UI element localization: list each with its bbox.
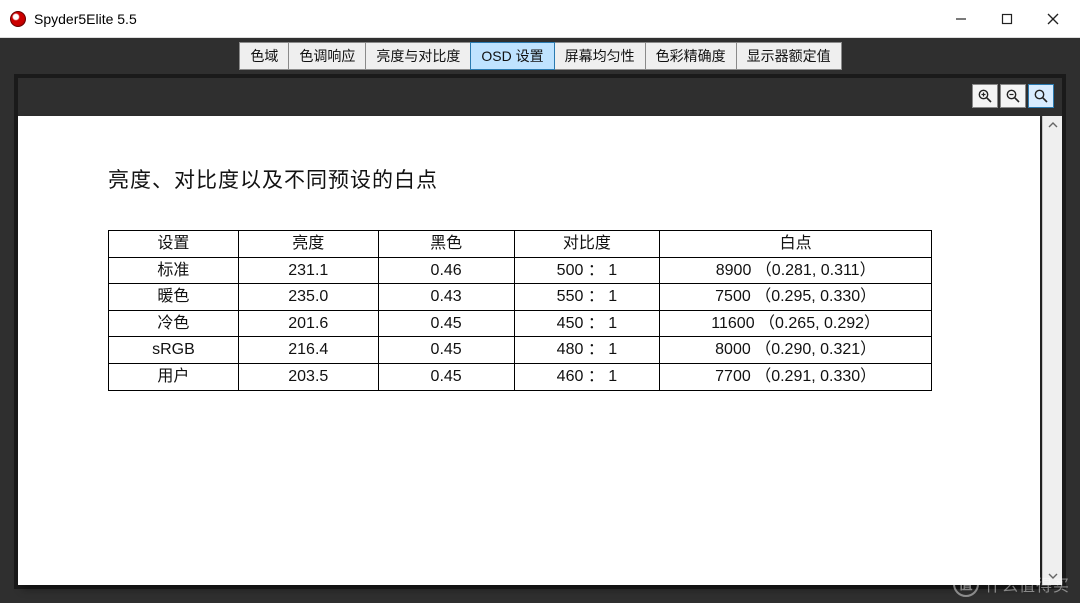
table-cell: 11600 （0.265, 0.292）	[660, 310, 932, 337]
vertical-scrollbar[interactable]	[1042, 116, 1062, 585]
table-cell: 7500 （0.295, 0.330）	[660, 284, 932, 311]
table-cell: 0.43	[378, 284, 514, 311]
close-button[interactable]	[1030, 1, 1076, 37]
table-cell: 标准	[109, 257, 239, 284]
table-cell: 8000 （0.290, 0.321）	[660, 337, 932, 364]
table-header: 白点	[660, 231, 932, 258]
report-page: 亮度、对比度以及不同预设的白点 设置亮度黑色对比度白点 标准231.10.465…	[18, 116, 1040, 585]
table-cell: 冷色	[109, 310, 239, 337]
table-cell: 550 ： 1	[514, 284, 660, 311]
zoom-in-button[interactable]	[972, 84, 998, 108]
app-icon	[10, 11, 26, 27]
tab-2[interactable]: 亮度与对比度	[365, 42, 471, 70]
report-title: 亮度、对比度以及不同预设的白点	[108, 164, 950, 194]
table-cell: 0.45	[378, 337, 514, 364]
table-cell: 203.5	[238, 363, 378, 390]
table-cell: 216.4	[238, 337, 378, 364]
table-cell: 201.6	[238, 310, 378, 337]
whitepoint-table: 设置亮度黑色对比度白点 标准231.10.46500 ： 18900 （0.28…	[108, 230, 932, 391]
tab-5[interactable]: 色彩精确度	[645, 42, 737, 70]
scroll-up-icon[interactable]	[1043, 116, 1062, 134]
table-cell: 0.46	[378, 257, 514, 284]
maximize-button[interactable]	[984, 1, 1030, 37]
table-cell: 0.45	[378, 363, 514, 390]
table-cell: 7700 （0.291, 0.330）	[660, 363, 932, 390]
table-header: 设置	[109, 231, 239, 258]
table-row: 标准231.10.46500 ： 18900 （0.281, 0.311）	[109, 257, 932, 284]
tab-strip: 色域色调响应亮度与对比度OSD 设置屏幕均匀性色彩精确度显示器额定值	[0, 38, 1080, 70]
table-row: 暖色235.00.43550 ： 17500 （0.295, 0.330）	[109, 284, 932, 311]
zoom-out-button[interactable]	[1000, 84, 1026, 108]
table-header: 黑色	[378, 231, 514, 258]
table-cell: 用户	[109, 363, 239, 390]
table-cell: 235.0	[238, 284, 378, 311]
tab-4[interactable]: 屏幕均匀性	[554, 42, 646, 70]
app-body: 色域色调响应亮度与对比度OSD 设置屏幕均匀性色彩精确度显示器额定值 亮度、对比…	[0, 38, 1080, 603]
table-cell: 0.45	[378, 310, 514, 337]
table-cell: 8900 （0.281, 0.311）	[660, 257, 932, 284]
content-frame: 亮度、对比度以及不同预设的白点 设置亮度黑色对比度白点 标准231.10.465…	[14, 74, 1066, 589]
window-title: Spyder5Elite 5.5	[34, 11, 137, 27]
scroll-down-icon[interactable]	[1043, 567, 1062, 585]
zoom-fit-button[interactable]	[1028, 84, 1054, 108]
titlebar: Spyder5Elite 5.5	[0, 0, 1080, 38]
minimize-button[interactable]	[938, 1, 984, 37]
table-header: 亮度	[238, 231, 378, 258]
table-header: 对比度	[514, 231, 660, 258]
table-cell: 500 ： 1	[514, 257, 660, 284]
table-row: sRGB216.40.45480 ： 18000 （0.290, 0.321）	[109, 337, 932, 364]
table-row: 用户203.50.45460 ： 17700 （0.291, 0.330）	[109, 363, 932, 390]
table-cell: 暖色	[109, 284, 239, 311]
table-cell: sRGB	[109, 337, 239, 364]
zoom-toolbar	[972, 84, 1054, 108]
tab-6[interactable]: 显示器额定值	[736, 42, 842, 70]
tab-0[interactable]: 色域	[239, 42, 289, 70]
tab-3[interactable]: OSD 设置	[470, 42, 554, 70]
table-row: 冷色201.60.45450 ： 111600 （0.265, 0.292）	[109, 310, 932, 337]
table-cell: 231.1	[238, 257, 378, 284]
table-cell: 450 ： 1	[514, 310, 660, 337]
tab-1[interactable]: 色调响应	[288, 42, 366, 70]
table-cell: 480 ： 1	[514, 337, 660, 364]
table-cell: 460 ： 1	[514, 363, 660, 390]
